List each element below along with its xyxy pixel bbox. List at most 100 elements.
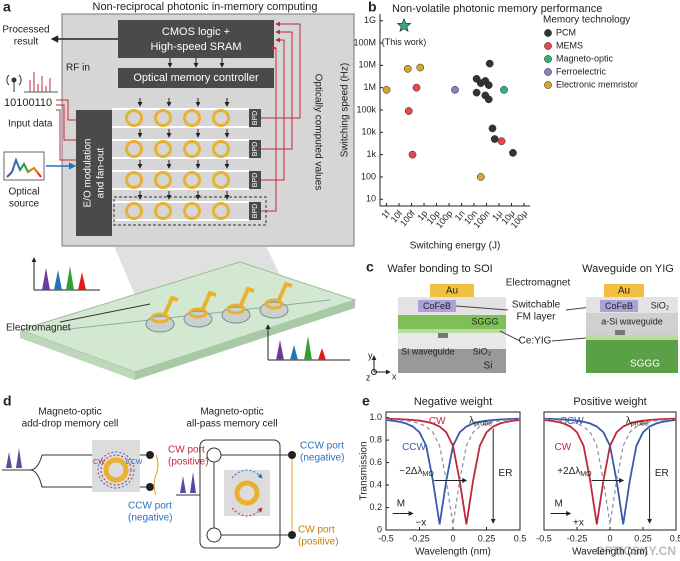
- panel-label: d: [3, 393, 12, 409]
- label: Au: [618, 286, 630, 297]
- point: [451, 85, 459, 94]
- ring: [183, 140, 201, 158]
- panel-c: Wafer bonding to SOI Waveguide on YIG El…: [366, 263, 678, 382]
- magnet-lead: [162, 295, 179, 317]
- y-tick-label: 100M: [353, 37, 376, 47]
- label: Input data: [8, 119, 53, 130]
- label: (positive): [168, 457, 209, 468]
- detector: [288, 451, 296, 459]
- detector: [146, 483, 154, 491]
- input-lines: [56, 99, 76, 161]
- ring: [125, 140, 143, 158]
- magnet: [188, 307, 208, 319]
- cell-outline: [199, 439, 281, 549]
- x-tick-label: 0: [607, 533, 612, 543]
- y-tick-label: 100k: [356, 104, 376, 114]
- label: Optical: [8, 187, 39, 198]
- point: [472, 88, 481, 97]
- label: Electromagnet: [506, 278, 571, 289]
- y-tick-label: 10k: [361, 127, 376, 137]
- magnet-lead: [238, 286, 255, 308]
- ring: [183, 109, 201, 127]
- panel-label: c: [366, 259, 374, 275]
- ring: [234, 480, 260, 506]
- series-label: CW: [555, 442, 572, 453]
- label: source: [9, 199, 39, 210]
- chip-rings: [59, 281, 331, 333]
- bpd-label: BPD: [252, 111, 259, 125]
- panel-title: Non-reciprocal photonic in-memory comput…: [93, 1, 318, 13]
- annotation: −2ΔλMO: [399, 466, 434, 478]
- row-outline: [113, 196, 267, 226]
- label: Magneto-optic: [200, 407, 263, 418]
- series-label: CCW: [402, 442, 426, 453]
- point: [476, 173, 485, 181]
- controller-box: [118, 68, 274, 88]
- label: SiO₂: [473, 346, 492, 356]
- y-tick-label: 1G: [364, 15, 376, 25]
- ring: [154, 140, 172, 158]
- ring-array: BPD BPD BPD BPD: [112, 21, 301, 221]
- ring: [212, 171, 230, 189]
- label: x: [392, 371, 397, 381]
- y-tick-label: 10M: [358, 60, 376, 70]
- si-waveguide: [438, 333, 448, 338]
- label: CW: [93, 459, 105, 466]
- chart-title: Positive weight: [573, 396, 646, 408]
- ring: [212, 109, 230, 127]
- y-tick-label: 1M: [363, 82, 376, 92]
- label: result: [14, 37, 39, 48]
- annotation: −x: [415, 518, 426, 529]
- source-spectrum: [6, 157, 42, 178]
- antenna-icon: [6, 72, 58, 93]
- cw-path: [231, 507, 263, 517]
- y-tick-label: 0.6: [369, 457, 382, 467]
- series-line: [543, 417, 677, 525]
- legend-label: MEMS: [556, 40, 583, 50]
- point: [497, 137, 506, 146]
- label: Optically computed values: [312, 74, 323, 191]
- x-tick-label: -0.25: [409, 533, 430, 543]
- annotation-part: MO: [422, 471, 434, 478]
- annotation-part: −2Δλ: [399, 466, 422, 477]
- annotation-part: MO: [580, 471, 592, 478]
- annotation: ER: [655, 468, 669, 479]
- point: [484, 81, 493, 89]
- legend-marker: [544, 42, 552, 50]
- cell: [92, 440, 140, 492]
- x-tick-label: -0.5: [536, 533, 552, 543]
- detector: [146, 451, 154, 459]
- box-label: and fan-out: [96, 147, 107, 198]
- magnet: [264, 298, 284, 310]
- point: [500, 85, 508, 94]
- annotation: +2ΔλMO: [557, 466, 592, 478]
- annotation: λprobe: [626, 415, 649, 427]
- y-tick-label: 0.4: [369, 479, 382, 489]
- ceyig-layer: [586, 335, 678, 340]
- ring: [125, 109, 143, 127]
- au-layer: [430, 284, 474, 297]
- magnet-lead: [200, 290, 217, 312]
- series-line: [385, 418, 521, 525]
- label: CoFeB: [605, 301, 633, 311]
- label: FM layer: [517, 312, 557, 323]
- magnet: [150, 312, 170, 324]
- chip-edge: [135, 300, 355, 380]
- label: 10100110: [4, 97, 52, 109]
- watermark: OPTICSKY.CN: [595, 544, 676, 558]
- point: [509, 149, 517, 157]
- bpd-label: BPD: [252, 204, 259, 218]
- bpd-label: BPD: [252, 173, 259, 187]
- label: CCW: [126, 459, 143, 466]
- waveguides: [2, 454, 148, 488]
- x-tick-label: 0.25: [478, 533, 496, 543]
- circulator: [206, 527, 222, 543]
- signal: [153, 454, 159, 496]
- label: (negative): [300, 453, 344, 464]
- point: [403, 64, 412, 73]
- legend-marker: [544, 29, 552, 37]
- highlight-point: [396, 17, 412, 32]
- box-label: CMOS logic +: [162, 26, 230, 38]
- label: Magneto-optic: [38, 407, 101, 418]
